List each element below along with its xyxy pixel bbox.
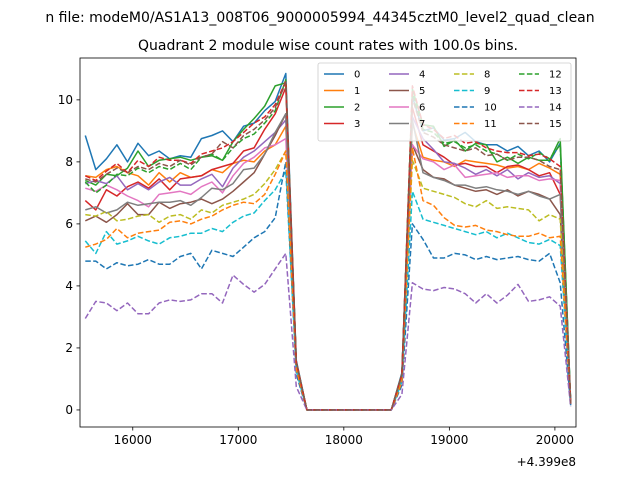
y-tick-label: 4 bbox=[65, 279, 73, 293]
y-tick-label: 2 bbox=[65, 341, 73, 355]
x-tick-label: 20000 bbox=[536, 433, 574, 447]
legend-label-2: 2 bbox=[354, 103, 360, 114]
legend-label-4: 4 bbox=[419, 70, 425, 81]
x-tick-label: 16000 bbox=[114, 433, 152, 447]
legend-label-10: 10 bbox=[484, 103, 497, 114]
legend-label-5: 5 bbox=[419, 86, 425, 97]
figure-suptitle: n file: modeM0/AS1A13_008T06_9000005994_… bbox=[45, 10, 594, 26]
y-tick-label: 8 bbox=[65, 155, 73, 169]
series-line-11 bbox=[85, 147, 572, 411]
legend-box bbox=[317, 62, 572, 142]
legend-label-1: 1 bbox=[354, 86, 360, 97]
legend-label-8: 8 bbox=[484, 70, 490, 81]
series-line-9 bbox=[84, 170, 572, 411]
series-line-15 bbox=[85, 82, 572, 411]
legend-label-13: 13 bbox=[549, 86, 562, 97]
series-line-1 bbox=[85, 122, 572, 411]
legend-label-9: 9 bbox=[484, 86, 490, 97]
x-tick-label: 19000 bbox=[430, 433, 468, 447]
legend-label-7: 7 bbox=[419, 119, 425, 130]
legend-label-12: 12 bbox=[549, 70, 562, 81]
legend-label-14: 14 bbox=[549, 103, 562, 114]
legend-label-6: 6 bbox=[419, 103, 425, 114]
x-offset-label: +4.399e8 bbox=[517, 455, 576, 469]
legend-label-0: 0 bbox=[354, 70, 360, 81]
series-line-10 bbox=[85, 161, 572, 411]
chart-title: Quadrant 2 module wise count rates with … bbox=[138, 38, 518, 54]
axes-frame bbox=[79, 57, 577, 428]
legend-label-3: 3 bbox=[354, 119, 360, 130]
x-tick-label: 17000 bbox=[219, 433, 257, 447]
series-line-14 bbox=[84, 252, 572, 411]
series-line-5 bbox=[84, 113, 572, 411]
series-line-7 bbox=[85, 113, 572, 411]
y-tick-label: 6 bbox=[65, 217, 73, 231]
y-tick-label: 10 bbox=[58, 93, 73, 107]
y-tick-label: 0 bbox=[65, 403, 73, 417]
x-tick-label: 18000 bbox=[325, 433, 363, 447]
legend-label-15: 15 bbox=[549, 119, 562, 130]
plot-area bbox=[84, 72, 572, 411]
legend-label-11: 11 bbox=[484, 119, 497, 130]
